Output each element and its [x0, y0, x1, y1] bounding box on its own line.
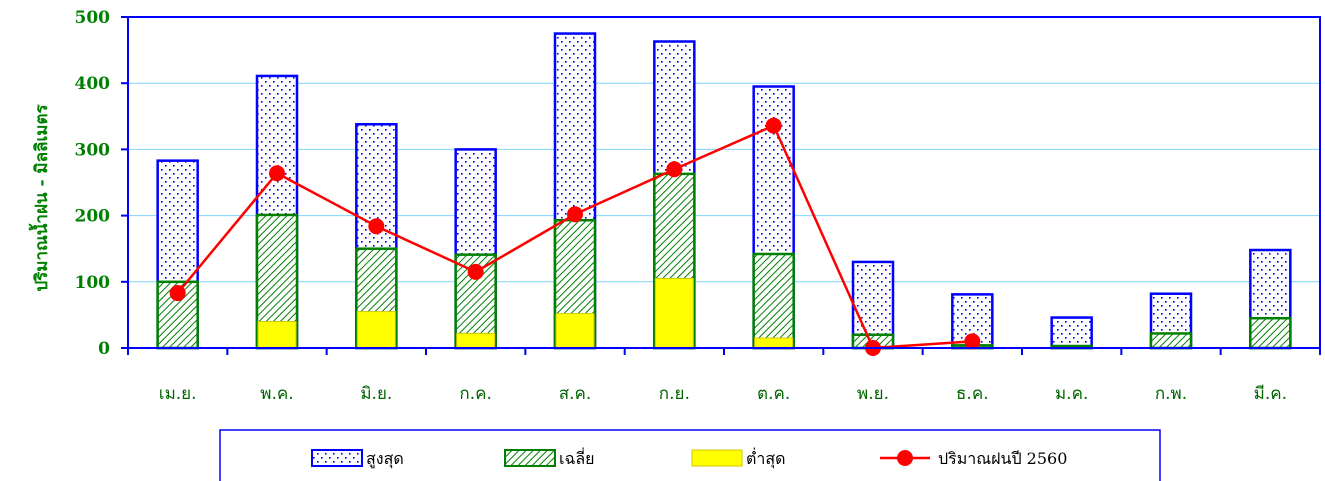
bar-min: [754, 337, 794, 349]
bar-avg: [752, 252, 795, 350]
x-tick-label: ธ.ค.: [956, 384, 989, 404]
x-tick-label: ส.ค.: [559, 384, 592, 404]
x-tick-label: มี.ค.: [1254, 384, 1287, 404]
bar-max: [1050, 316, 1093, 350]
y-tick-label: 200: [75, 207, 111, 227]
x-tick-label: พ.ค.: [260, 384, 293, 404]
x-tick-label: ต.ค.: [757, 384, 790, 404]
bar-avg: [1149, 332, 1193, 350]
y-axis-label: ปริมาณน้ำฝน - มิลลิเมตร: [28, 103, 52, 291]
y-tick-label: 100: [75, 273, 111, 293]
grid-lines: [128, 82, 1320, 283]
line-point: [467, 263, 484, 280]
legend-swatch-marker: [897, 450, 913, 466]
legend-label-line: ปริมาณฝนปี 2560: [938, 449, 1067, 468]
line-point: [567, 206, 583, 223]
x-tick-label: พ.ย.: [857, 384, 889, 404]
x-tick-label: ก.พ.: [1155, 384, 1187, 404]
rainfall-2560-line: [169, 117, 981, 356]
line-point: [269, 165, 285, 182]
y-tick-label: 500: [75, 8, 111, 28]
legend-box: [219, 429, 1161, 481]
axes: 0 100 200 300 400 500 เม.ย. พ.ค. มิ.ย. ก.ค. ส.ค. ก.…: [75, 8, 1321, 404]
bar-min: [654, 277, 694, 349]
plot-frame: [127, 16, 1321, 349]
line-point: [765, 117, 782, 134]
legend-swatch-avg: [504, 449, 556, 467]
legend-label-min: ต่ำสุด: [746, 447, 786, 469]
bar-min: [456, 332, 496, 349]
legend-swatch-min: [691, 449, 743, 467]
x-tick-label: ก.ค.: [459, 384, 491, 404]
x-tick-label: เม.ย.: [159, 384, 197, 404]
y-tick-label: 0: [98, 339, 110, 359]
legend: สูงสุด เฉลี่ย ต่ำสุด ปริมาณฝนปี 2560: [219, 429, 1161, 481]
bar-min: [555, 313, 595, 349]
legend-label-avg: เฉลี่ย: [559, 447, 595, 468]
legend-swatch-max: [311, 449, 363, 467]
bars: [156, 32, 1292, 350]
line-point: [964, 333, 981, 350]
x-tick-label: ก.ย.: [659, 384, 690, 404]
y-tick-label: 400: [75, 74, 111, 94]
bar-avg: [1249, 316, 1292, 350]
bar-min: [356, 311, 396, 349]
legend-label-max: สูงสุด: [366, 449, 404, 469]
line-point: [169, 285, 186, 302]
line-point: [666, 161, 683, 178]
x-tick-label: มิ.ย.: [360, 384, 392, 404]
line-point: [368, 218, 385, 235]
y-tick-label: 300: [75, 140, 111, 160]
bar-min: [257, 321, 297, 349]
x-tick-label: ม.ค.: [1055, 384, 1088, 404]
